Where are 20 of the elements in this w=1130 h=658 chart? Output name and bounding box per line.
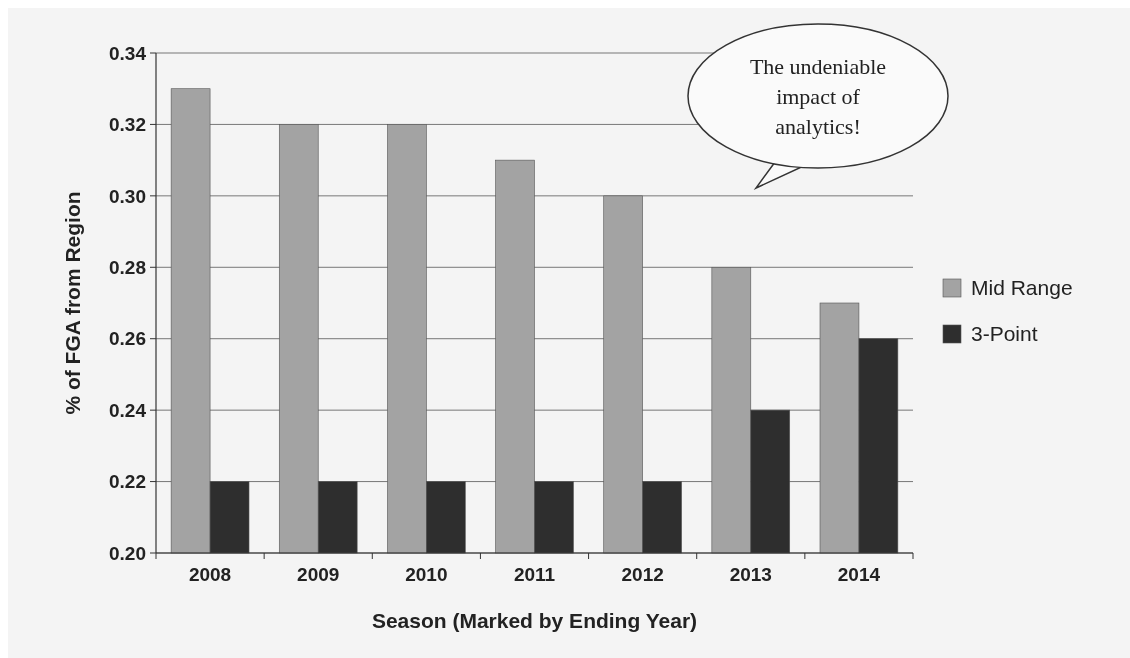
x-tick-label: 2011 <box>513 564 556 585</box>
legend-label: Mid Range <box>971 276 1073 300</box>
x-tick-label: 2012 <box>621 564 664 585</box>
y-tick-label: 0.32 <box>109 114 146 136</box>
x-tick-label: 2008 <box>188 564 232 585</box>
y-tick-label: 0.20 <box>109 542 146 564</box>
y-tick-label: 0.24 <box>109 399 147 421</box>
y-tick-label: 0.28 <box>109 256 146 278</box>
annotation: The undeniable impact of analytics! <box>749 53 887 139</box>
x-axis-title: Season (Marked by Ending Year) <box>371 609 698 632</box>
x-tick-label: 2013 <box>729 564 772 585</box>
y-tick-label: 0.26 <box>109 328 146 350</box>
x-tick-label: 2009 <box>297 564 340 585</box>
y-tick-label: 0.30 <box>109 185 146 207</box>
y-tick-label: 0.34 <box>109 42 147 64</box>
y-tick-label: 0.22 <box>109 471 146 493</box>
legend-label: 3-Point <box>971 322 1038 346</box>
x-tick-label: 2014 <box>837 564 881 585</box>
y-axis-title: % of FGA from Region <box>61 191 84 415</box>
x-tick-label: 2010 <box>405 564 448 585</box>
